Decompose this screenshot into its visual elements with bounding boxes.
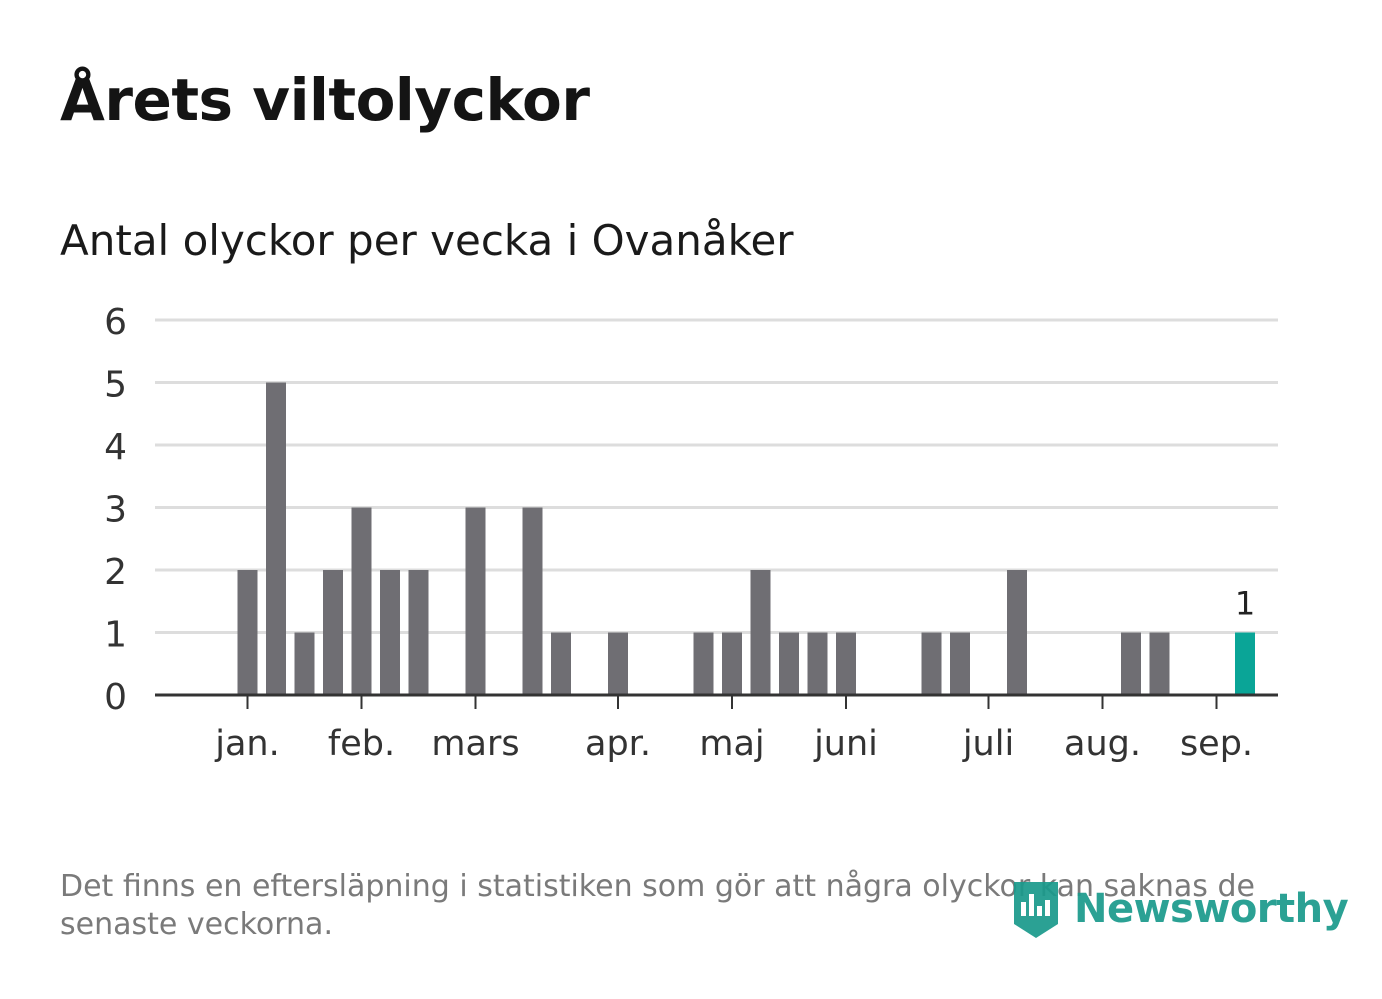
x-tick-label: juli bbox=[962, 724, 1014, 764]
y-tick-label: 0 bbox=[104, 677, 127, 718]
bar bbox=[351, 507, 372, 695]
x-tick-label: apr. bbox=[585, 724, 651, 764]
bar-chart: 0 1 2 3 4 5 6 jan. feb. mars apr. maj juni juli aug. s… bbox=[104, 302, 1278, 764]
data-labels: 1 bbox=[1235, 585, 1255, 623]
x-tick-label: maj bbox=[699, 724, 764, 764]
bar bbox=[522, 507, 543, 695]
bars bbox=[237, 382, 1255, 695]
bar bbox=[608, 632, 628, 695]
y-tick-label: 6 bbox=[104, 302, 127, 343]
x-tick-label: feb. bbox=[328, 724, 395, 764]
y-tick-label: 5 bbox=[104, 365, 127, 406]
bar bbox=[693, 632, 714, 695]
bar bbox=[836, 632, 856, 695]
newsworthy-logo-text: Newsworthy bbox=[1074, 886, 1349, 932]
bar bbox=[237, 570, 258, 695]
bar bbox=[408, 570, 429, 695]
x-axis: jan. feb. mars apr. maj juni juli aug. sep. bbox=[155, 693, 1278, 764]
newsworthy-logo-icon bbox=[1014, 882, 1058, 938]
chart-title: Årets viltolyckor bbox=[60, 66, 590, 134]
bar bbox=[807, 632, 828, 695]
bar bbox=[1121, 632, 1141, 695]
bar bbox=[266, 382, 286, 695]
bar bbox=[779, 632, 799, 695]
bar bbox=[921, 632, 942, 695]
y-axis-ticks: 0 1 2 3 4 5 6 bbox=[104, 302, 127, 718]
bar bbox=[1149, 632, 1170, 695]
y-tick-label: 3 bbox=[104, 490, 127, 531]
bar bbox=[750, 570, 771, 695]
bar bbox=[722, 632, 742, 695]
x-tick-label: jan. bbox=[214, 724, 279, 764]
bar bbox=[294, 632, 315, 695]
bar bbox=[551, 632, 571, 695]
x-tick-label: sep. bbox=[1180, 724, 1253, 764]
bar-highlight bbox=[1235, 632, 1255, 695]
bar bbox=[323, 570, 343, 695]
bar bbox=[950, 632, 970, 695]
data-label: 1 bbox=[1235, 585, 1255, 623]
y-tick-label: 2 bbox=[104, 552, 127, 593]
bar bbox=[1007, 570, 1027, 695]
y-tick-label: 4 bbox=[104, 427, 127, 468]
x-tick-label: aug. bbox=[1064, 724, 1141, 764]
bar bbox=[380, 570, 400, 695]
x-tick-label: juni bbox=[813, 724, 878, 764]
y-tick-label: 1 bbox=[104, 615, 127, 656]
bar bbox=[465, 507, 486, 695]
chart-subtitle: Antal olyckor per vecka i Ovanåker bbox=[60, 216, 794, 265]
x-tick-label: mars bbox=[431, 724, 519, 764]
newsworthy-logo: Newsworthy bbox=[1010, 876, 1349, 942]
